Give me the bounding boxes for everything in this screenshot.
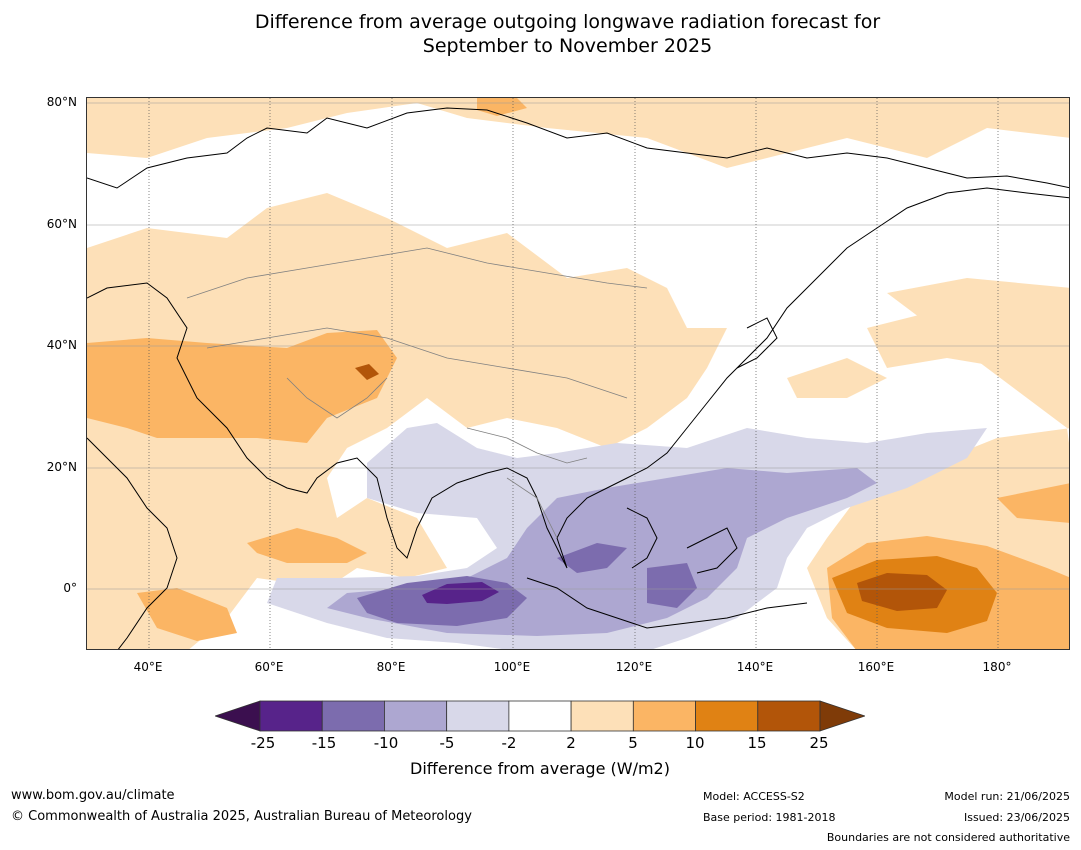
longitude-gridlines [148,98,999,649]
colorbar-cell [695,700,759,732]
anomaly-neg15-to-neg25 [422,582,499,604]
colorbar-tick: 25 [809,734,829,752]
colorbar-tick: 5 [628,734,638,752]
anomaly-map [86,97,1070,650]
map-title: Difference from average outgoing longwav… [0,10,1081,58]
colorbar-label: Difference from average (W/m2) [410,759,670,778]
colorbar-cell [757,700,821,732]
colorbar-extend-low [215,700,261,732]
lon-label-120e: 120°E [615,660,653,674]
title-line-1: Difference from average outgoing longwav… [254,11,881,33]
colorbar-tick: 2 [566,734,576,752]
colorbar-tick: 15 [747,734,767,752]
copyright-text: © Commonwealth of Australia 2025, Austra… [11,809,472,824]
issued-date: Issued: 23/06/2025 [963,811,1070,824]
colorbar-tick: -5 [439,734,455,752]
colorbar-cell [508,700,572,732]
lon-label-100e: 100°E [493,660,531,674]
lat-label-40n: 40°N [46,338,77,352]
map-canvas [87,98,1069,649]
country-borders [186,247,648,539]
colorbar-tick: -25 [250,734,276,752]
model-name: Model: ACCESS-S2 [703,790,805,803]
lon-label-160e: 160°E [857,660,895,674]
colorbar-tick: 10 [685,734,705,752]
colorbar-cell [259,700,323,732]
lat-label-equator: 0° [63,581,77,595]
latitude-gridlines [87,102,1069,590]
colorbar-cell [632,700,696,732]
lat-label-60n: 60°N [46,217,77,231]
lat-label-80n: 80°N [46,95,77,109]
lon-label-140e: 140°E [736,660,774,674]
lat-label-20n: 20°N [46,460,77,474]
lon-label-60e: 60°E [254,660,284,674]
colorbar-cell [446,700,510,732]
model-run-date: Model run: 21/06/2025 [944,790,1070,803]
boundaries-note: Boundaries are not considered authoritat… [826,831,1070,844]
title-line-2: September to November 2025 [422,35,713,57]
lon-label-80e: 80°E [376,660,406,674]
website-link[interactable]: www.bom.gov.au/climate [11,788,175,803]
colorbar-cell [570,700,634,732]
lon-label-180: 180° [982,660,1012,674]
colorbar-tick: -2 [501,734,517,752]
colorbar-cell [321,700,385,732]
colorbar-tick: -15 [311,734,337,752]
colorbar-extend-high [819,700,865,732]
colorbar-cells [215,700,865,732]
colorbar-cell [384,700,448,732]
lon-label-40e: 40°E [133,660,163,674]
anomaly-15-to-25 [355,364,947,611]
colorbar-tick: -10 [373,734,399,752]
base-period: Base period: 1981-2018 [703,811,836,824]
colorbar [215,700,865,732]
